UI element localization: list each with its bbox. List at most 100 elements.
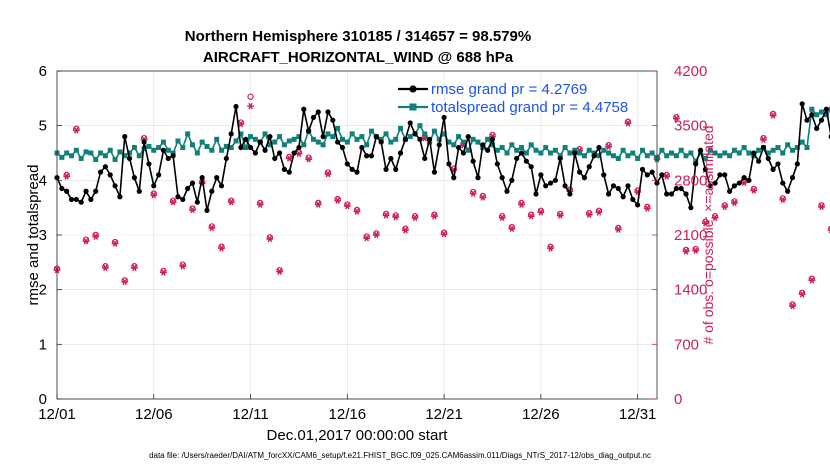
totalspread-point — [388, 139, 394, 145]
rmse-point — [223, 155, 229, 162]
rmse-point — [678, 185, 684, 192]
rmse-point — [339, 144, 346, 151]
totalspread-point — [669, 150, 675, 156]
rmse-point — [373, 134, 379, 140]
totalspread-point — [489, 142, 495, 148]
obs-assimilated-point — [92, 233, 100, 240]
totalspread-point — [136, 153, 142, 159]
totalspread-point — [83, 149, 89, 155]
totalspread-point — [209, 147, 215, 153]
totalspread-point — [243, 145, 249, 151]
totalspread-point — [296, 134, 302, 140]
totalspread-point — [470, 136, 476, 142]
totalspread-point — [514, 147, 520, 153]
rmse-point — [194, 199, 200, 205]
y-tick-label: 6 — [39, 63, 47, 80]
y-right-tick-label: 2100 — [674, 227, 707, 244]
obs-assimilated-point — [479, 194, 487, 201]
y-right-tick-label: 1400 — [674, 282, 707, 299]
totalspread-point — [562, 145, 568, 151]
rmse-point — [131, 175, 138, 181]
obs-assimilated-point — [227, 198, 235, 206]
rmse-point — [97, 169, 104, 175]
totalspread-point — [59, 154, 65, 160]
legend-spread-marker — [409, 103, 417, 111]
rmse-point — [257, 139, 263, 145]
totalspread-point — [146, 143, 152, 149]
rmse-point — [160, 147, 167, 153]
rmse-point — [644, 172, 650, 178]
obs-assimilated-point — [101, 264, 109, 272]
rmse-point — [635, 202, 641, 208]
rmse-point — [306, 128, 312, 134]
x-axis-label: Dec.01,2017 00:00:00 start — [267, 427, 449, 444]
rmse-point — [785, 188, 791, 194]
totalspread-point — [117, 149, 123, 155]
rmse-point — [596, 144, 602, 151]
rmse-point — [170, 153, 176, 159]
rmse-point — [707, 183, 713, 189]
obs-assimilated-point — [682, 248, 690, 255]
totalspread-point — [219, 147, 225, 153]
obs-assimilated-point — [701, 219, 709, 227]
totalspread-point — [814, 112, 820, 118]
obs-assimilated-point — [121, 278, 129, 286]
rmse-point — [93, 188, 99, 194]
y-axis-right-label: # of obs: o=possible; ×=assimilated — [700, 125, 716, 344]
obs-assimilated-point — [189, 206, 196, 214]
obs-assimilated-point — [624, 120, 632, 127]
rmse-point — [688, 205, 694, 211]
rmse-point — [368, 153, 375, 159]
rmse-point — [518, 150, 525, 156]
totalspread-point — [189, 142, 195, 148]
rmse-point — [436, 142, 442, 148]
rmse-point — [775, 161, 781, 167]
obs-assimilated-point — [392, 213, 400, 221]
obs-assimilated-point — [334, 197, 342, 204]
totalspread-point — [398, 125, 404, 131]
totalspread-point — [746, 150, 752, 156]
rmse-point — [291, 150, 297, 156]
totalspread-point — [460, 139, 466, 145]
totalspread-point — [577, 150, 583, 156]
rmse-point — [209, 188, 215, 194]
obs-assimilated-point — [179, 262, 187, 270]
rmse-point — [731, 183, 738, 189]
rmse-point — [814, 125, 820, 131]
totalspread-point — [277, 134, 283, 140]
totalspread-point — [635, 155, 641, 161]
totalspread-point — [431, 128, 437, 134]
rmse-point — [693, 161, 699, 167]
rmse-point — [649, 169, 655, 175]
rmse-point — [552, 177, 558, 183]
rmse-point — [804, 117, 810, 123]
data-file-footnote: data file: /Users/raeder/DAI/ATM_forcXX/… — [149, 451, 651, 460]
rmse-point — [615, 185, 621, 192]
legend: rmse grand pr = 4.2769 totalspread grand… — [398, 81, 628, 116]
obs-possible-point — [827, 225, 830, 232]
rmse-point — [794, 161, 800, 167]
rmse-point — [218, 183, 225, 189]
x-tick-label: 12/26 — [522, 406, 560, 423]
y-right-tick-label: 4200 — [674, 63, 707, 80]
totalspread-point — [378, 136, 384, 142]
rmse-point — [460, 150, 467, 156]
rmse-series — [54, 101, 830, 213]
totalspread-point — [528, 142, 534, 148]
y-tick-label: 3 — [39, 227, 47, 244]
obs-assimilated-point — [711, 214, 719, 222]
totalspread-point — [789, 147, 795, 153]
totalspread-point — [69, 153, 75, 159]
y-right-tick-label: 700 — [674, 336, 699, 353]
rmse-point — [402, 136, 408, 142]
totalspread-point — [310, 136, 316, 142]
totalspread-point — [591, 150, 597, 156]
totalspread-point — [475, 139, 481, 145]
obs-assimilated-point — [363, 234, 371, 242]
obs-assimilated-point — [131, 264, 138, 272]
plot-area — [53, 70, 830, 400]
rmse-point — [344, 161, 350, 167]
rmse-point — [64, 188, 70, 194]
rmse-point — [533, 191, 539, 197]
rmse-point — [189, 180, 196, 186]
